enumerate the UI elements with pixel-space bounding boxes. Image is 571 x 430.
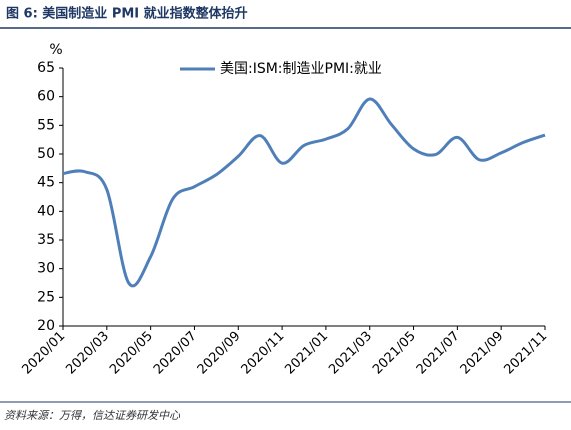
x-tick-label: 2020/07 [151, 329, 200, 378]
y-tick-label: 55 [37, 117, 55, 133]
y-tick-label: 25 [37, 289, 55, 305]
x-tick-label: 2021/09 [458, 329, 507, 378]
y-tick-label: 20 [37, 318, 55, 334]
x-tick-label: 2021/03 [326, 329, 375, 378]
y-tick-label: 45 [37, 175, 55, 191]
x-tick-label: 2021/07 [414, 329, 463, 378]
series-line [62, 97, 546, 288]
x-tick-label: 2020/01 [20, 329, 69, 378]
chart-title: 图 6: 美国制造业 PMI 就业指数整体抬升 [6, 6, 248, 22]
y-tick-label: 50 [37, 146, 55, 162]
x-tick-label: 2021/01 [282, 329, 331, 378]
y-tick-label: 35 [37, 232, 55, 248]
x-tick-label: 2020/05 [107, 329, 156, 378]
y-tick-label: 65 [37, 60, 55, 76]
x-tick-label: 2020/09 [195, 329, 244, 378]
y-axis-label: % [49, 42, 62, 58]
y-tick-label: 40 [37, 203, 55, 219]
legend-label: 美国:ISM:制造业PMI:就业 [220, 61, 382, 77]
x-tick-label: 2020/03 [63, 329, 112, 378]
x-tick-label: 2021/05 [370, 329, 419, 378]
x-tick-label: 2021/11 [502, 329, 551, 378]
source-note: 资料来源：万得，信达证券研发中心 [4, 409, 181, 422]
x-tick-label: 2020/11 [239, 329, 288, 378]
y-tick-label: 30 [37, 261, 55, 277]
y-tick-label: 60 [37, 89, 55, 105]
